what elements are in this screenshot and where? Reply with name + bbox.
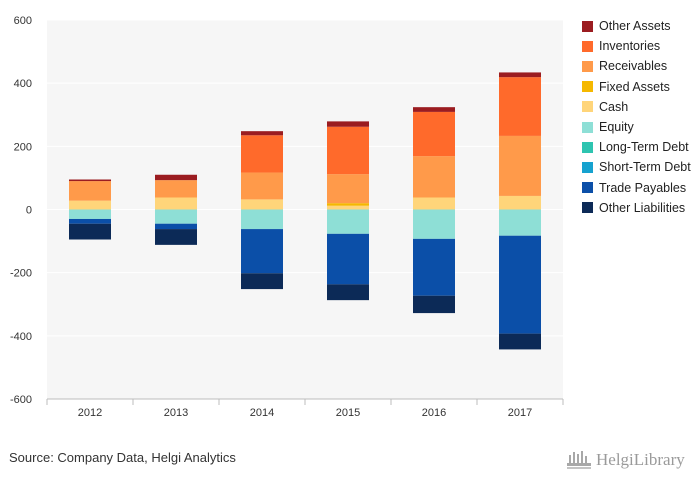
bar-segment [327,205,369,210]
bar-segment [499,195,541,210]
bar-segment [155,197,197,210]
bar-segment [155,223,197,230]
x-tick-label: 2015 [336,407,360,419]
legend-item: Inventories [582,36,698,56]
legend-item: Long-Term Debt [582,137,698,157]
x-tick-label: 2016 [422,407,446,419]
bar-segment [241,209,283,230]
legend-swatch [582,182,593,194]
bar-segment [69,200,111,210]
legend-swatch [582,60,593,72]
bar-segment [499,333,541,350]
legend-item: Receivables [582,56,698,76]
legend-label: Trade Payables [599,180,687,195]
bar-segment [327,209,369,234]
bar-segment [241,135,283,173]
bar-segment [499,235,541,334]
bar-segment [413,197,455,210]
bar-segment [327,121,369,127]
legend-swatch [582,20,593,32]
bar-segment [69,209,111,219]
bar-segment [69,181,111,201]
bar-segment [413,156,455,198]
legend-label: Short-Term Debt [599,160,691,175]
bar-segment [69,179,111,182]
legend-swatch [582,121,593,133]
legend-swatch [582,101,593,113]
bar-segment [327,203,369,206]
y-tick-label: -200 [10,268,32,280]
x-tick-label: 2014 [250,407,274,419]
legend-label: Inventories [599,39,661,54]
bar-segment [499,209,541,236]
bar-segment [155,180,197,198]
bar-segment [241,229,283,274]
logo-text: HelgiLibrary [596,450,685,469]
legend-swatch [582,161,593,173]
legend-label: Long-Term Debt [599,140,689,155]
bar-segment [413,238,455,296]
library-logo-icon [567,451,591,469]
legend: Other Assets Inventories Receivables Fixed … [582,16,698,218]
bar-segment [499,77,541,136]
bar-segment [69,223,111,240]
y-tick-label: -400 [10,331,32,343]
bar-segment [413,209,455,239]
bar-segment [413,107,455,112]
legend-label: Receivables [599,59,668,74]
y-tick-label: 400 [14,78,32,90]
bar-segment [413,111,455,157]
x-tick-label: 2013 [164,407,188,419]
bar-segment [155,229,197,245]
legend-item: Cash [582,97,698,117]
bar-segment [327,284,369,301]
bar-segment [413,295,455,314]
x-tick-label: 2017 [508,407,532,419]
bar-segment [241,131,283,136]
bar-segment [155,174,197,181]
legend-item: Fixed Assets [582,77,698,97]
legend-item: Other Assets [582,16,698,36]
bar-segment [499,72,541,78]
bar-segment [499,135,541,196]
legend-item: Equity [582,117,698,137]
legend-swatch [582,202,593,214]
y-tick-label: 0 [26,205,32,217]
bar-segment [327,174,369,204]
x-tick-label: 2012 [78,407,102,419]
y-tick-label: -600 [10,394,32,406]
legend-label: Other Assets [599,19,671,34]
y-tick-label: 600 [14,15,32,27]
legend-label: Equity [599,120,634,135]
source-note: Source: Company Data, Helgi Analytics [9,450,236,465]
bar-segment [241,199,283,210]
y-tick-label: 200 [14,141,32,153]
legend-swatch [582,141,593,153]
bar-segment [327,126,369,175]
legend-label: Other Liabilities [599,200,686,215]
legend-swatch [582,81,593,93]
legend-item: Trade Payables [582,178,698,198]
helgi-library-logo: HelgiLibrary [566,448,685,472]
legend-item: Short-Term Debt [582,157,698,177]
bar-segment [241,273,283,290]
bar-segment [155,209,197,224]
legend-item: Other Liabilities [582,198,698,218]
bar-segment [327,233,369,285]
legend-swatch [582,40,593,52]
legend-label: Fixed Assets [599,79,670,94]
legend-label: Cash [599,99,629,114]
bar-segment [69,218,111,224]
bar-segment [241,172,283,200]
